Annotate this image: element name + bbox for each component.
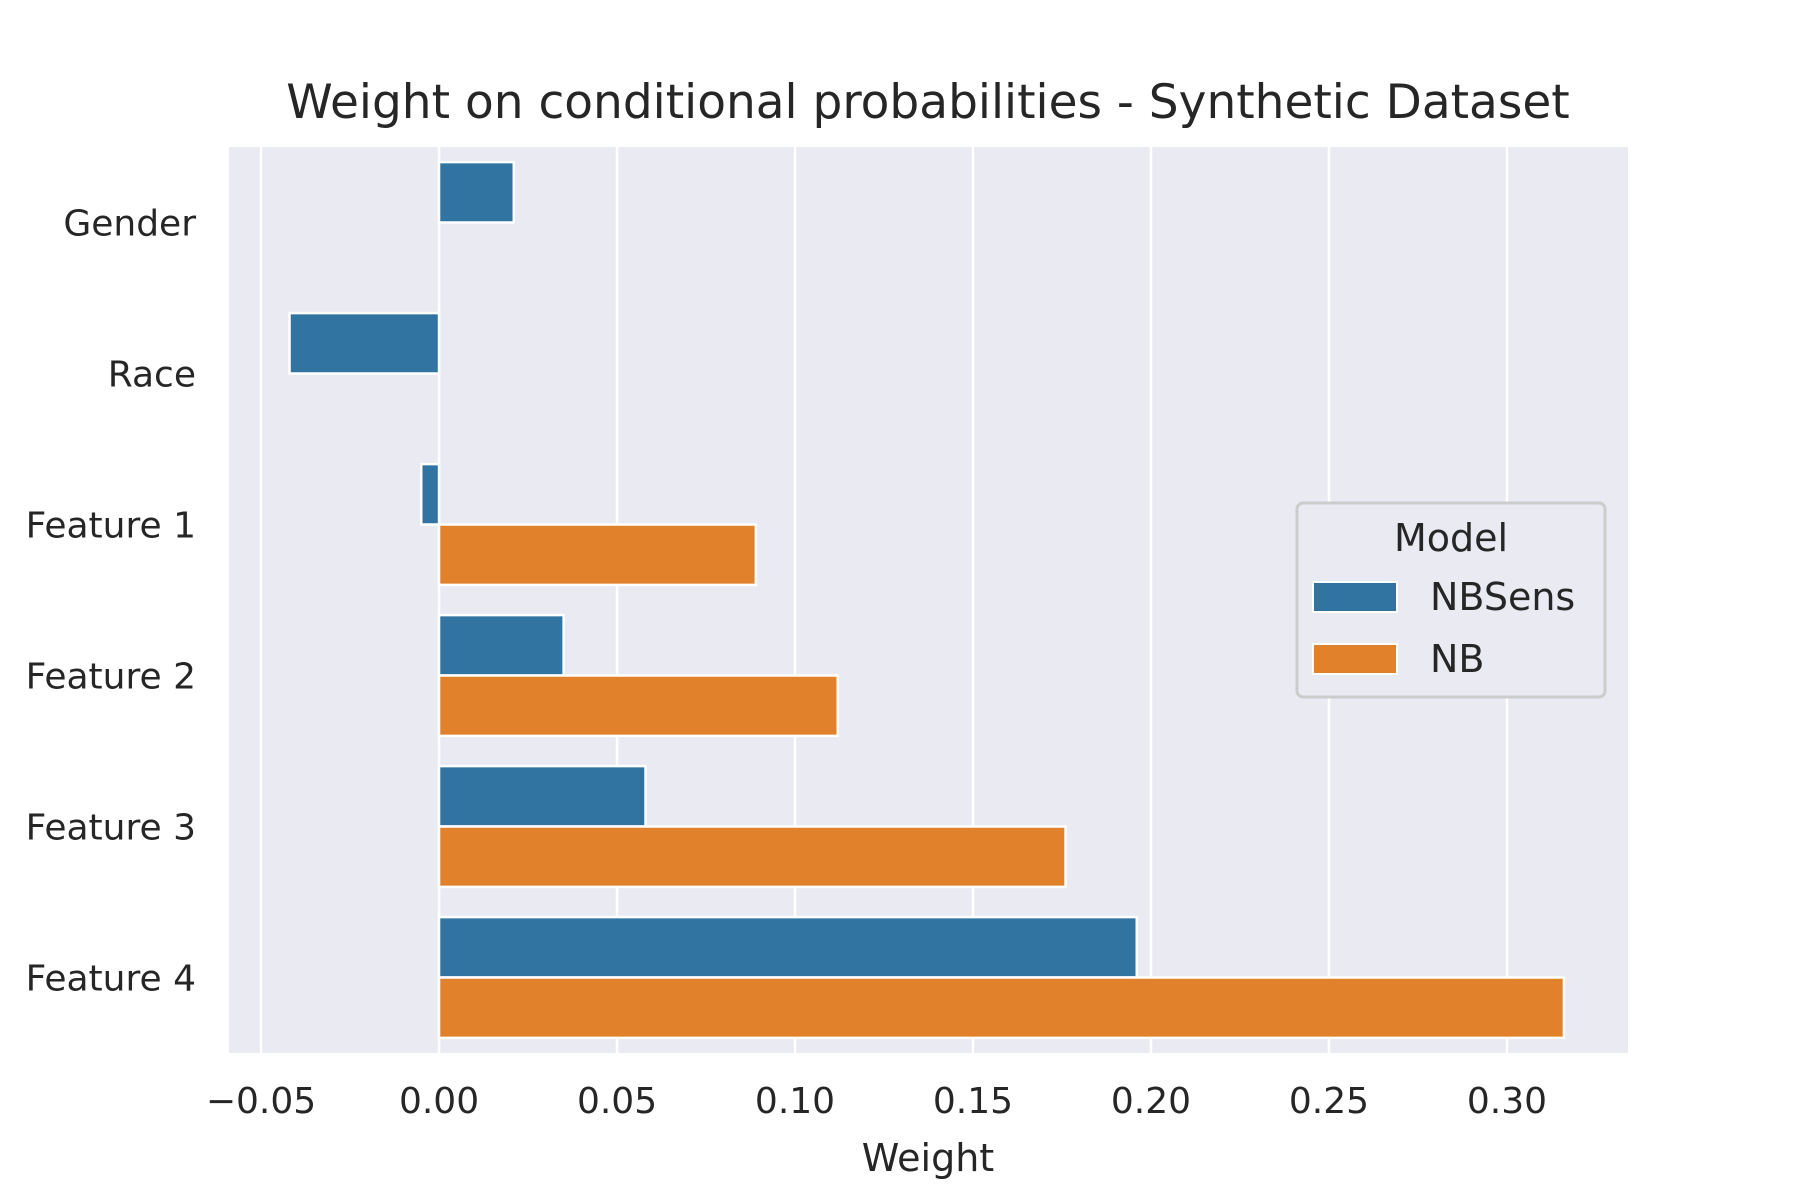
legend-label-nb: NB [1430, 637, 1485, 681]
chart-title: Weight on conditional probabilities - Sy… [286, 75, 1569, 130]
x-tick-label: 0.15 [933, 1081, 1013, 1122]
legend-title: Model [1394, 516, 1508, 560]
bar-nb-feature-2 [437, 674, 839, 738]
bar-nbsens-race [288, 311, 441, 375]
y-tick-label: Feature 4 [26, 959, 196, 1000]
y-tick-labels: Gender Race Feature 1 Feature 2 Feature 3 Fea… [26, 204, 197, 1000]
x-tick-label: 0.30 [1467, 1081, 1547, 1122]
x-tick-label: 0.10 [755, 1081, 835, 1122]
bar-nbsens-feature-4 [437, 915, 1138, 979]
bar-nbsens-feature-3 [437, 764, 647, 828]
legend: Model NBSens NB [1295, 501, 1607, 699]
legend-label-nbsens: NBSens [1430, 575, 1575, 619]
x-tick-label: 0.00 [399, 1081, 479, 1122]
legend-items: NBSens NB [1312, 575, 1575, 681]
y-tick-label: Gender [63, 204, 196, 245]
gridlines [259, 147, 1509, 1053]
y-tick-label: Feature 3 [26, 808, 196, 849]
bar-nb-feature-1 [437, 523, 758, 587]
x-tick-labels: −0.05 0.00 0.05 0.10 0.15 0.20 0.25 0.30 [206, 1081, 1547, 1122]
bar-nb-feature-3 [437, 825, 1067, 889]
y-tick-label: Race [108, 355, 196, 396]
bars [288, 160, 1566, 1040]
y-tick-label: Feature 2 [26, 657, 196, 698]
y-tick-label: Feature 1 [26, 506, 196, 547]
x-tick-label: 0.20 [1111, 1081, 1191, 1122]
x-tick-label: 0.25 [1289, 1081, 1369, 1122]
bar-nbsens-feature-2 [437, 613, 565, 677]
x-axis-label: Weight [862, 1136, 994, 1180]
bar-nbsens-feature-1 [419, 462, 441, 526]
bar-nbsens-gender [437, 160, 516, 224]
bar-nb-feature-4 [437, 976, 1566, 1040]
legend-swatch-nbsens [1312, 581, 1398, 613]
x-tick-label: 0.05 [577, 1081, 657, 1122]
legend-swatch-nb [1312, 643, 1398, 675]
x-tick-label: −0.05 [206, 1081, 316, 1122]
